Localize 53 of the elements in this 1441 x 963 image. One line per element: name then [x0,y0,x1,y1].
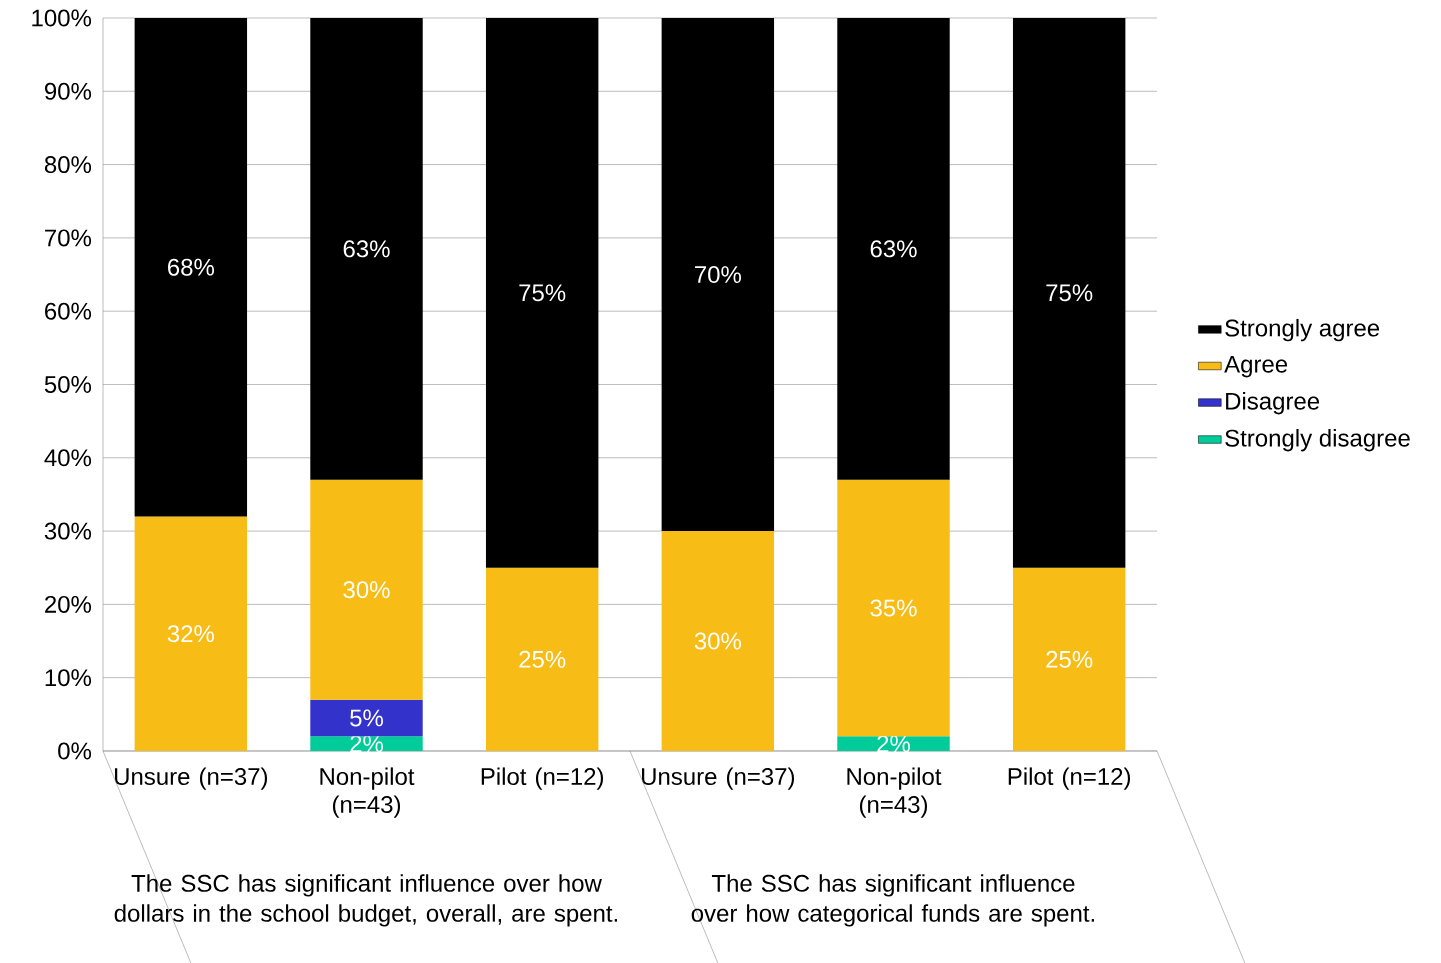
y-tick-label: 60% [45,302,92,320]
data-label: 5% [350,709,383,727]
data-label: 25% [519,650,566,668]
y-tick-label: 10% [45,669,92,687]
x-tick-label: Pilot (n=12) [1008,767,1131,790]
x-tick-label: Unsure (n=37) [642,767,795,790]
data-label: 63% [343,240,390,258]
legend-label: Disagree [1226,392,1320,415]
x-tick-label: Unsure (n=37) [115,767,268,790]
data-label: 32% [167,625,215,643]
bar [485,567,599,751]
data-label: 75% [1046,284,1093,302]
y-tick-label: 0% [58,742,92,760]
data-label: 35% [870,599,917,617]
bar [837,479,950,737]
data-label: 75% [519,284,566,302]
x-tick-label: Non-pilot (n=43) [320,767,415,818]
data-label: 30% [343,581,390,599]
bar [1012,17,1126,568]
data-label: 2% [877,735,910,753]
data-label: 30% [694,632,741,650]
bar [1012,567,1126,751]
x-tick-label: Pilot (n=12) [481,767,604,790]
bar [661,17,775,532]
y-tick-label: 100% [32,9,92,27]
data-label: 2% [350,735,383,753]
data-label: 70% [695,266,741,284]
data-label: 63% [870,240,917,258]
y-tick-label: 30% [44,522,92,540]
data-label: 25% [1046,650,1093,668]
legend-label: Agree [1224,355,1288,378]
bar [837,736,950,751]
bar [310,479,423,700]
bar [837,17,950,480]
bar [661,531,775,751]
y-tick-label: 90% [44,82,92,100]
bar [310,699,423,737]
bar [310,17,423,480]
y-tick-label: 70% [45,229,92,247]
text: The SSC has significant influence over how dollars in the school budget, overall, are spent. [114,874,618,927]
bar [485,17,599,568]
data-label: 68% [168,258,215,276]
bar [134,516,248,751]
bar [134,17,248,517]
x-tick-label: Non-pilot (n=43) [847,767,942,818]
legend-label: Strongly agree [1225,318,1380,342]
y-tick-label: 20% [45,595,92,613]
y-tick-label: 80% [44,156,92,174]
bar [310,736,423,751]
text: The SSC has significant influence over how categorical funds are spent. [691,874,1095,927]
y-tick-label: 40% [44,449,92,467]
y-tick-label: 50% [44,375,92,393]
legend-label: Strongly disagree [1225,429,1410,452]
